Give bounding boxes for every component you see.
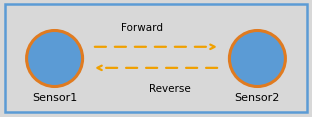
Text: Reverse: Reverse [149,84,191,94]
Text: Sensor2: Sensor2 [235,93,280,103]
Ellipse shape [27,31,83,86]
Text: Forward: Forward [121,23,163,33]
FancyBboxPatch shape [5,4,307,112]
Text: Sensor1: Sensor1 [32,93,77,103]
Ellipse shape [229,31,285,86]
